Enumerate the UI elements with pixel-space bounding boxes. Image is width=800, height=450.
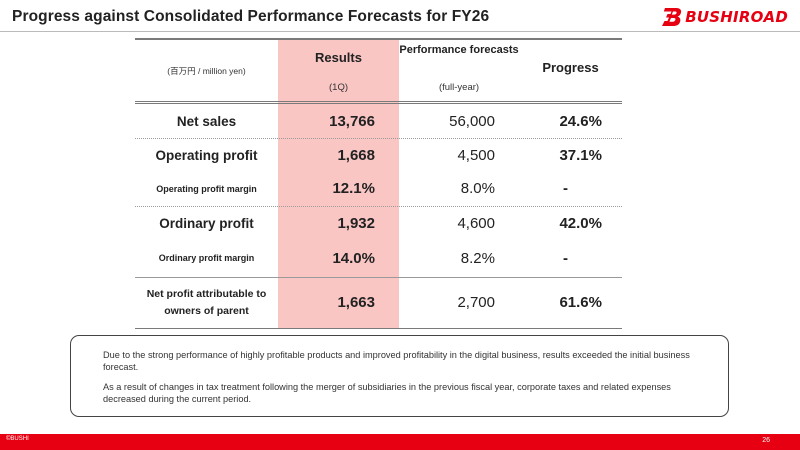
forecast-header: Performance forecasts bbox=[399, 44, 519, 56]
page-title: Progress against Consolidated Performanc… bbox=[12, 8, 490, 25]
results-subheader: (1Q) bbox=[329, 82, 348, 93]
progress-ordinary-profit: 42.0% bbox=[559, 215, 602, 232]
forecast-operating-margin: 8.0% bbox=[460, 180, 495, 197]
bushiroad-logo: BUSHIROAD bbox=[662, 6, 788, 28]
results-net-profit: 1,663 bbox=[337, 294, 375, 311]
forecast-operating-profit: 4,500 bbox=[457, 147, 495, 164]
forecast-net-sales: 56,000 bbox=[449, 112, 495, 130]
progress-ordinary-margin: - bbox=[563, 249, 568, 267]
forecast-ordinary-profit: 4,600 bbox=[457, 215, 495, 232]
bushiroad-b-icon bbox=[662, 8, 682, 26]
results-operating-margin: 12.1% bbox=[332, 180, 375, 197]
row-label-net-sales: Net sales bbox=[176, 113, 237, 129]
results-ordinary-profit: 1,932 bbox=[337, 215, 375, 232]
row-divider bbox=[135, 138, 622, 139]
note-paragraph: Due to the strong performance of highly … bbox=[103, 350, 690, 372]
table-bottom-rule bbox=[135, 328, 622, 329]
note-paragraph: As a result of changes in tax treatment … bbox=[103, 382, 671, 404]
row-label-operating-margin: Operating profit margin bbox=[156, 183, 257, 194]
progress-operating-margin: - bbox=[563, 180, 568, 197]
results-header: Results bbox=[315, 50, 362, 65]
title-divider bbox=[0, 31, 800, 32]
table-top-rule bbox=[135, 38, 622, 40]
header-rule-double bbox=[135, 103, 622, 104]
logo-wordmark: BUSHIROAD bbox=[685, 8, 788, 26]
header-rule bbox=[135, 101, 622, 102]
forecast-ordinary-margin: 8.2% bbox=[460, 249, 495, 267]
copyright-text: ©BUSHI bbox=[6, 436, 29, 442]
row-label-ordinary-margin: Ordinary profit margin bbox=[158, 253, 255, 263]
row-label-ordinary-profit: Ordinary profit bbox=[159, 216, 254, 231]
forecast-subheader: (full-year) bbox=[438, 82, 480, 93]
results-operating-profit: 1,668 bbox=[337, 147, 375, 164]
forecast-net-profit: 2,700 bbox=[457, 294, 495, 311]
row-divider bbox=[135, 277, 622, 278]
results-net-sales: 13,766 bbox=[329, 112, 375, 130]
row-label-net-profit: Net profit attributable to owners of par… bbox=[146, 287, 267, 317]
footer-bar: ©BUSHI 26 bbox=[0, 434, 800, 450]
row-divider bbox=[135, 206, 622, 207]
progress-net-profit: 61.6% bbox=[559, 294, 602, 311]
unit-label: (百万円 / million yen) bbox=[167, 65, 246, 76]
results-ordinary-margin: 14.0% bbox=[332, 249, 375, 267]
progress-operating-profit: 37.1% bbox=[559, 147, 602, 164]
page-number: 26 bbox=[762, 437, 770, 444]
notes-box: Due to the strong performance of highly … bbox=[70, 335, 729, 417]
results-column-highlight bbox=[278, 38, 399, 328]
row-label-operating-profit: Operating profit bbox=[155, 148, 258, 163]
progress-header: Progress bbox=[542, 60, 599, 75]
progress-net-sales: 24.6% bbox=[559, 112, 602, 130]
